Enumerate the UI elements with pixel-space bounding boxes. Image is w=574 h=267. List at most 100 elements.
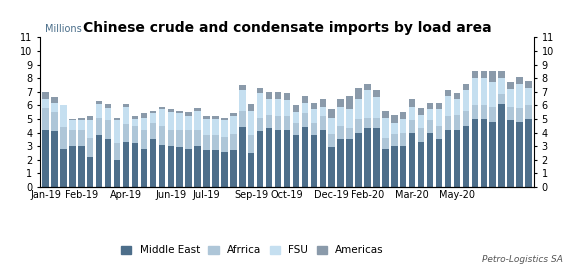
Bar bbox=[507, 107, 514, 120]
Bar bbox=[87, 116, 94, 120]
Bar bbox=[42, 99, 49, 108]
Bar bbox=[436, 103, 442, 109]
Bar bbox=[221, 120, 228, 137]
Bar bbox=[275, 92, 281, 99]
Bar bbox=[490, 122, 496, 187]
Bar bbox=[266, 99, 272, 115]
Bar bbox=[141, 113, 147, 117]
Bar bbox=[284, 100, 290, 116]
Bar bbox=[230, 134, 236, 150]
Bar bbox=[320, 99, 326, 107]
Bar bbox=[114, 117, 121, 120]
Bar bbox=[248, 153, 254, 187]
Bar bbox=[78, 117, 84, 120]
Bar bbox=[463, 91, 469, 111]
Bar bbox=[373, 91, 379, 97]
Bar bbox=[338, 126, 344, 139]
Bar bbox=[158, 145, 165, 187]
Bar bbox=[96, 101, 102, 104]
Bar bbox=[525, 81, 532, 88]
Bar bbox=[516, 77, 523, 84]
Bar bbox=[293, 112, 299, 123]
Bar bbox=[168, 146, 174, 187]
Bar bbox=[382, 117, 389, 138]
Bar bbox=[168, 112, 174, 130]
Bar bbox=[221, 117, 228, 120]
Bar bbox=[346, 109, 353, 128]
Bar bbox=[338, 139, 344, 187]
Bar bbox=[69, 119, 76, 120]
Bar bbox=[525, 119, 532, 187]
Bar bbox=[203, 119, 210, 135]
Bar bbox=[293, 123, 299, 135]
Bar bbox=[328, 117, 335, 134]
Bar bbox=[168, 130, 174, 146]
Bar bbox=[230, 116, 236, 134]
Bar bbox=[445, 91, 451, 96]
Bar bbox=[525, 88, 532, 105]
Bar bbox=[239, 111, 246, 127]
Bar bbox=[445, 130, 451, 187]
Bar bbox=[463, 126, 469, 187]
Bar bbox=[257, 93, 263, 117]
Bar bbox=[176, 147, 183, 187]
Bar bbox=[364, 91, 371, 117]
Bar bbox=[516, 122, 523, 187]
Bar bbox=[284, 93, 290, 100]
Bar bbox=[507, 120, 514, 187]
Bar bbox=[472, 119, 478, 187]
Bar bbox=[239, 85, 246, 91]
Bar bbox=[87, 120, 94, 138]
Bar bbox=[302, 103, 308, 113]
Bar bbox=[453, 93, 460, 99]
Bar bbox=[150, 123, 156, 139]
Bar bbox=[311, 109, 317, 123]
Bar bbox=[364, 117, 371, 128]
Bar bbox=[436, 126, 442, 139]
Bar bbox=[132, 119, 138, 126]
Bar bbox=[51, 97, 58, 103]
Bar bbox=[293, 105, 299, 112]
Bar bbox=[328, 147, 335, 187]
Bar bbox=[69, 120, 76, 130]
Bar bbox=[328, 134, 335, 147]
Bar bbox=[400, 146, 406, 187]
Bar bbox=[42, 92, 49, 99]
Bar bbox=[320, 116, 326, 130]
Bar bbox=[176, 130, 183, 147]
Bar bbox=[114, 120, 121, 143]
Bar bbox=[525, 105, 532, 119]
Bar bbox=[346, 128, 353, 139]
Bar bbox=[158, 109, 165, 126]
Bar bbox=[373, 128, 379, 187]
Bar bbox=[472, 78, 478, 105]
Bar bbox=[480, 105, 487, 119]
Bar bbox=[391, 115, 398, 123]
Bar bbox=[42, 108, 49, 130]
Bar bbox=[239, 91, 246, 111]
Bar bbox=[132, 126, 138, 143]
Bar bbox=[132, 143, 138, 187]
Bar bbox=[472, 105, 478, 119]
Bar bbox=[364, 84, 371, 91]
Bar bbox=[150, 111, 156, 113]
Bar bbox=[221, 137, 228, 152]
Bar bbox=[418, 108, 424, 115]
Bar bbox=[114, 143, 121, 160]
Bar bbox=[400, 112, 406, 119]
Bar bbox=[445, 96, 451, 116]
Bar bbox=[391, 134, 398, 146]
Bar bbox=[96, 135, 102, 187]
Bar bbox=[141, 149, 147, 187]
Bar bbox=[445, 116, 451, 130]
Bar bbox=[239, 127, 246, 187]
Bar bbox=[427, 132, 433, 187]
Bar bbox=[418, 128, 424, 142]
Bar bbox=[248, 104, 254, 111]
Bar bbox=[507, 82, 514, 89]
Bar bbox=[87, 138, 94, 157]
Bar bbox=[105, 139, 111, 187]
Bar bbox=[480, 119, 487, 187]
Bar bbox=[516, 84, 523, 108]
Bar bbox=[490, 107, 496, 122]
